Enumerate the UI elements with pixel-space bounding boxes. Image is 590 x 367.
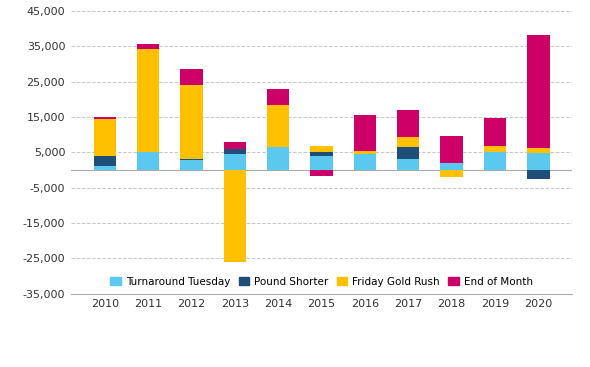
Bar xyxy=(310,170,333,176)
Bar xyxy=(527,153,549,170)
Bar xyxy=(224,170,246,262)
Legend: Turnaround Tuesday, Pound Shorter, Friday Gold Rush, End of Month: Turnaround Tuesday, Pound Shorter, Frida… xyxy=(106,273,537,291)
Bar xyxy=(94,156,116,167)
Bar xyxy=(484,152,506,170)
Bar xyxy=(527,148,549,153)
Bar xyxy=(137,49,159,152)
Bar xyxy=(440,137,463,163)
Bar xyxy=(527,34,549,148)
Bar xyxy=(397,110,419,137)
Bar xyxy=(527,170,549,179)
Bar xyxy=(353,150,376,154)
Bar xyxy=(353,115,376,150)
Bar xyxy=(310,156,333,170)
Bar xyxy=(94,167,116,170)
Bar xyxy=(137,44,159,49)
Bar xyxy=(397,148,419,159)
Bar xyxy=(397,159,419,170)
Bar xyxy=(94,119,116,156)
Bar xyxy=(224,154,246,170)
Bar xyxy=(484,146,506,152)
Bar xyxy=(224,149,246,154)
Bar xyxy=(181,69,203,85)
Bar xyxy=(267,147,290,170)
Bar xyxy=(181,160,203,170)
Bar xyxy=(181,159,203,160)
Bar xyxy=(484,118,506,146)
Bar xyxy=(224,142,246,149)
Bar xyxy=(310,146,333,152)
Bar xyxy=(137,152,159,170)
Bar xyxy=(310,152,333,156)
Bar xyxy=(267,89,290,105)
Bar xyxy=(440,170,463,177)
Bar xyxy=(181,85,203,159)
Bar xyxy=(267,105,290,147)
Bar xyxy=(440,163,463,170)
Bar xyxy=(353,154,376,170)
Bar xyxy=(94,117,116,119)
Bar xyxy=(397,137,419,148)
